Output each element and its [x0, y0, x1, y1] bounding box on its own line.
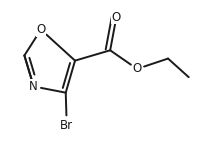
- Text: O: O: [36, 23, 46, 36]
- Text: N: N: [29, 80, 38, 93]
- Text: Br: Br: [60, 119, 73, 132]
- Text: O: O: [112, 11, 121, 24]
- Text: O: O: [133, 62, 142, 75]
